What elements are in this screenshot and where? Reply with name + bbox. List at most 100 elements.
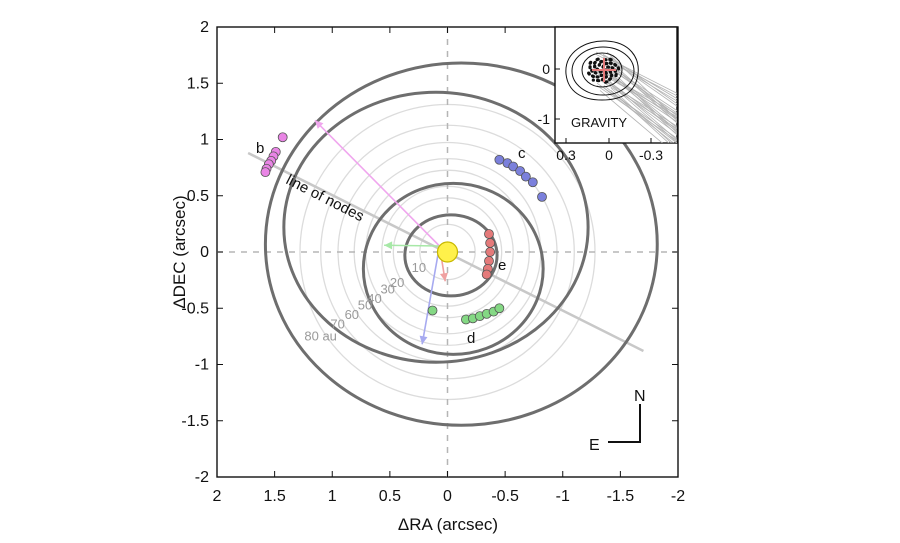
arrow-b (314, 119, 441, 247)
orbit-e (403, 213, 499, 298)
ring-label: 80 au (304, 329, 337, 344)
compass-north-label: N (634, 388, 646, 405)
inset-point (591, 78, 595, 82)
arrow-head-e (439, 272, 448, 282)
arrow-head-c (419, 335, 428, 345)
inset-y-ticks: 0 -1 (538, 61, 560, 127)
inset-point (604, 62, 608, 66)
inset-point (588, 61, 592, 65)
y-tick-label: -1.5 (181, 413, 209, 430)
inset-point (610, 73, 614, 77)
ring-label: 50 (358, 298, 372, 313)
y-tick-label: 1 (200, 132, 209, 149)
position-point-c (508, 161, 519, 172)
inset-line (603, 87, 675, 143)
inset-line (599, 90, 663, 143)
ring-label: 40 (367, 291, 381, 306)
inset-point (608, 77, 613, 81)
inset-point (614, 72, 618, 77)
position-point-d (494, 303, 505, 314)
x-tick-label: -1 (556, 488, 570, 505)
inset-line (600, 80, 677, 130)
x-tick-label: 1 (328, 488, 337, 505)
y-tick-label: 0.5 (187, 188, 209, 205)
inset-line (612, 63, 677, 122)
inset-x-tick-label: 0 (605, 147, 613, 163)
inset-point (595, 58, 599, 62)
inset-point (593, 61, 597, 65)
planet-label-e: e (498, 257, 506, 274)
host-star (436, 241, 459, 263)
inset-point (591, 74, 596, 79)
inset-line (608, 68, 677, 134)
inset-point (604, 75, 608, 79)
inset-point (600, 73, 604, 77)
inset-point (587, 72, 591, 76)
y-axis-label: ΔDEC (arcsec) (170, 195, 189, 308)
inset-line (610, 87, 672, 143)
inset-line (604, 73, 677, 115)
orbit-d (361, 181, 545, 356)
inset-line (609, 58, 677, 107)
inset-point (606, 65, 610, 69)
planet-label-d: d (467, 330, 475, 347)
y-tick-label: 0 (200, 244, 209, 261)
inset-line (604, 75, 677, 118)
position-point-c (537, 191, 547, 202)
x-tick-label: -2 (671, 488, 685, 505)
x-tick-label: -0.5 (491, 488, 519, 505)
planet-label-c: c (518, 145, 526, 162)
inset-label: GRAVITY (571, 115, 627, 130)
position-point-c (494, 154, 505, 165)
inset-line (608, 70, 677, 136)
inset-point (605, 80, 609, 84)
inset-line (596, 85, 677, 142)
position-point-e (485, 238, 496, 248)
ring-label: 10 (412, 260, 426, 275)
orbit-b (263, 61, 659, 427)
inset-point (608, 61, 612, 65)
inset-contours (565, 40, 639, 101)
inset-line (607, 82, 677, 135)
y-tick-label: -1 (195, 357, 209, 374)
inset-astrometry-points (587, 57, 621, 84)
x-axis-label: ΔRA (arcsec) (398, 515, 498, 534)
inset-point (604, 71, 608, 75)
inset-point (588, 66, 592, 70)
inset-y-tick-label: -1 (538, 111, 551, 127)
position-point-b (260, 167, 271, 178)
inset-error-cross (592, 58, 616, 82)
inset-point (616, 66, 620, 70)
position-point-d (427, 305, 438, 316)
position-point-e (484, 229, 494, 239)
inset-x-ticks: 0.3 0 -0.3 (556, 138, 663, 163)
inset-point (593, 65, 597, 69)
y-tick-label: 2 (200, 19, 209, 36)
inset-point (613, 62, 617, 67)
ring-label: 20 (390, 275, 404, 290)
planet-positions (260, 132, 547, 325)
inset-x-tick-label: -0.3 (639, 147, 663, 163)
x-tick-label: -1.5 (607, 488, 635, 505)
inset-point (599, 60, 603, 64)
gravity-inset: GRAVITY 0.3 0 -0.3 0 -1 (538, 26, 678, 163)
arrow-c (421, 245, 441, 345)
inset-point (597, 63, 601, 67)
position-point-e (485, 247, 496, 257)
planet-label-b: b (256, 140, 264, 157)
x-tick-label: 0 (443, 488, 452, 505)
inset-line (600, 78, 677, 127)
arrow-head-d (384, 241, 393, 250)
inset-y-tick-label: 0 (542, 61, 550, 77)
arrow-d (384, 244, 440, 247)
position-point-e (481, 269, 492, 280)
inset-point (597, 79, 601, 83)
inset-line (601, 68, 677, 131)
y-axis-ticks: 2 1.5 1 0.5 0 -0.5 -1 -1.5 -2 (181, 19, 678, 486)
inset-line (610, 90, 670, 143)
arrow-head-b (314, 120, 324, 129)
position-point-c (527, 177, 538, 188)
x-tick-label: 1.5 (264, 488, 286, 505)
